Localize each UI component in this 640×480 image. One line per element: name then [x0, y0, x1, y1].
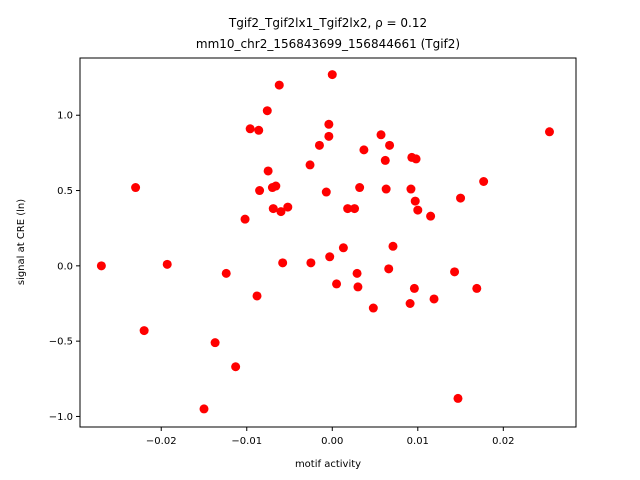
x-tick-label: −0.02 — [146, 436, 177, 447]
data-point — [327, 70, 337, 80]
y-tick-label: −0.5 — [49, 337, 73, 348]
data-point — [380, 155, 390, 165]
data-point — [276, 207, 286, 217]
data-point — [255, 186, 265, 196]
data-point — [409, 283, 419, 293]
data-point — [368, 303, 378, 313]
data-point — [479, 177, 489, 187]
data-point — [355, 183, 365, 193]
data-point — [245, 124, 255, 134]
data-point — [429, 294, 439, 304]
data-point — [254, 125, 264, 135]
data-point — [131, 183, 141, 193]
data-point — [384, 264, 394, 274]
y-tick-label: −1.0 — [49, 412, 73, 423]
data-point — [413, 205, 423, 215]
data-point — [332, 279, 342, 289]
data-point — [324, 119, 334, 129]
data-point — [274, 80, 284, 90]
data-point — [268, 204, 278, 214]
data-point — [162, 259, 172, 269]
data-point — [453, 393, 463, 403]
data-point — [385, 140, 395, 150]
plot-frame — [79, 57, 577, 428]
data-point — [96, 261, 106, 271]
data-point — [324, 131, 334, 141]
data-point — [262, 106, 272, 116]
x-tick-label: 0.00 — [321, 436, 343, 447]
data-point — [283, 202, 293, 212]
data-point — [359, 145, 369, 155]
x-tick-label: 0.02 — [492, 436, 514, 447]
data-point — [411, 154, 421, 164]
data-point — [314, 140, 324, 150]
data-point — [221, 268, 231, 278]
data-point — [231, 362, 241, 372]
data-point — [139, 326, 149, 336]
data-point — [305, 160, 315, 170]
data-point — [352, 268, 362, 278]
data-point — [263, 166, 273, 176]
data-point — [406, 184, 416, 194]
data-point — [426, 211, 436, 221]
y-tick-label: 1.0 — [57, 111, 73, 122]
data-point — [210, 338, 220, 348]
x-tick-label: 0.01 — [407, 436, 429, 447]
chart-title-line2: mm10_chr2_156843699_156844661 (Tgif2) — [196, 37, 460, 51]
y-tick-label: 0.5 — [57, 186, 73, 197]
data-point — [252, 291, 262, 301]
data-point — [388, 241, 398, 251]
data-point — [321, 187, 331, 197]
data-point — [405, 298, 415, 308]
data-point — [350, 204, 360, 214]
x-axis: −0.02 −0.01 0.00 0.01 0.02 — [146, 427, 514, 447]
data-point — [472, 283, 482, 293]
data-point — [343, 204, 353, 214]
plot-area — [96, 70, 554, 414]
x-axis-label: motif activity — [295, 459, 361, 470]
data-point — [544, 127, 554, 137]
data-point — [278, 258, 288, 268]
x-tick-label: −0.01 — [231, 436, 262, 447]
y-axis: −1.0 −0.5 0.0 0.5 1.0 — [49, 111, 80, 423]
data-point — [338, 243, 348, 253]
data-point — [376, 130, 386, 140]
data-point — [410, 196, 420, 206]
y-tick-label: 0.0 — [57, 261, 73, 272]
data-point — [381, 184, 391, 194]
data-point — [456, 193, 466, 203]
data-point — [325, 252, 335, 262]
data-point — [450, 267, 460, 277]
chart-title-line1: Tgif2_Tgif2lx1_Tgif2lx2, ρ = 0.12 — [228, 16, 427, 30]
data-point — [240, 214, 250, 224]
data-point — [271, 181, 281, 191]
data-point — [306, 258, 316, 268]
y-axis-label: signal at CRE (ln) — [16, 199, 27, 285]
data-point — [353, 282, 363, 292]
data-point — [199, 404, 209, 414]
